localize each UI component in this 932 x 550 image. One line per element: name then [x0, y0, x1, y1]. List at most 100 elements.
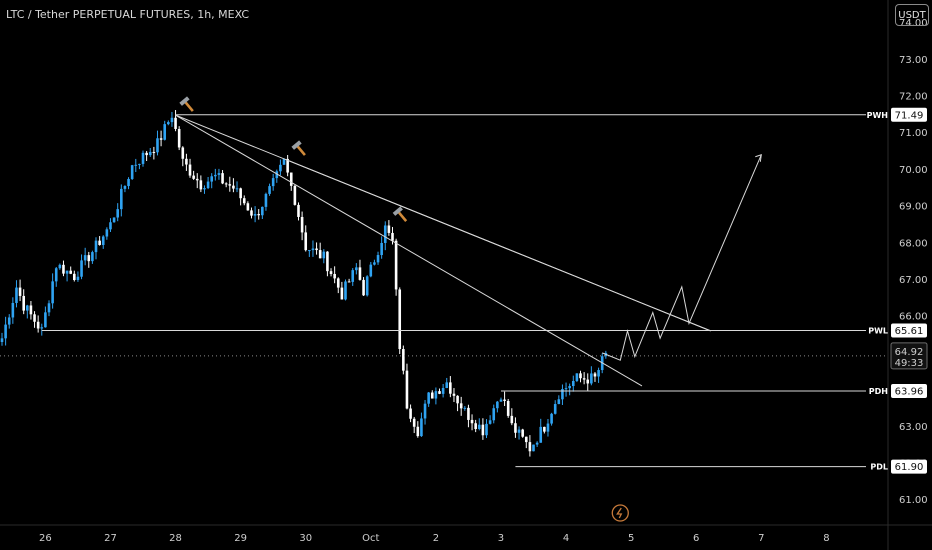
candle-body: [15, 287, 18, 303]
candle-body: [579, 373, 582, 379]
candle-body: [434, 391, 438, 399]
candle-body: [134, 164, 138, 166]
candle-body: [65, 270, 69, 274]
candle-body: [127, 178, 130, 187]
lightning-icon[interactable]: [611, 504, 629, 522]
candle-body: [568, 386, 571, 389]
candle-body: [409, 408, 412, 419]
projection-path[interactable]: [602, 154, 762, 361]
candle-body: [203, 188, 206, 190]
candle-body: [250, 210, 253, 216]
level-tag-pdh: PDH: [869, 387, 888, 396]
candle-body: [521, 429, 524, 437]
candle-body: [550, 413, 553, 424]
candle-body: [383, 225, 387, 243]
level-tag-pdl: PDL: [870, 463, 888, 472]
candle-body: [199, 180, 203, 190]
candle-body: [62, 264, 65, 274]
candle-body: [402, 349, 405, 371]
candle-body: [282, 158, 286, 165]
candle-body: [333, 273, 336, 279]
candle-body: [416, 426, 420, 437]
trendline[interactable]: [175, 114, 643, 387]
candle-body: [4, 324, 7, 339]
candle-body: [76, 276, 80, 280]
candle-body: [192, 175, 195, 179]
candle-body: [18, 287, 22, 296]
candle-body: [376, 255, 380, 263]
candle-body: [398, 289, 402, 350]
candle-body: [452, 393, 456, 396]
candle-body: [557, 399, 561, 405]
candle-body: [40, 327, 44, 329]
candle-body: [29, 305, 33, 315]
candle-body: [156, 138, 159, 153]
candle-body: [492, 408, 496, 421]
candle-body: [188, 164, 192, 176]
y-tick-label: 73.00: [899, 55, 928, 66]
x-tick-label: 8: [823, 533, 829, 544]
candle-body: [355, 267, 358, 271]
candle-body: [138, 163, 141, 165]
y-tick-label: 72.00: [899, 92, 928, 103]
candle-body: [54, 268, 58, 282]
candle-body: [506, 400, 510, 416]
candle-body: [405, 370, 409, 409]
candle-body: [351, 270, 355, 282]
level-tag-pwh: PWH: [867, 111, 888, 120]
x-tick-label: 5: [628, 533, 634, 544]
level-value-pdl: 61.90: [895, 462, 924, 473]
candle-body: [210, 176, 214, 182]
candle-body: [304, 232, 308, 251]
candle-body: [496, 401, 499, 409]
candle-body: [586, 379, 590, 384]
candle-body: [91, 252, 94, 262]
candle-body: [322, 251, 326, 259]
candle-body: [326, 251, 329, 272]
candle-body: [275, 171, 279, 179]
trendline[interactable]: [287, 159, 711, 332]
candle-body: [116, 209, 120, 218]
candle-body: [543, 426, 546, 432]
candle-body: [297, 204, 300, 217]
candle-body: [535, 442, 539, 445]
candle-body: [340, 287, 344, 300]
candle-body: [246, 203, 250, 211]
candle-body: [311, 248, 315, 251]
candle-body: [553, 404, 557, 414]
candle-body: [528, 442, 532, 452]
candle-body: [47, 303, 51, 313]
candle-body: [36, 321, 40, 329]
projection-arrowhead: [755, 154, 762, 162]
candle-body: [575, 373, 579, 381]
candle-body: [239, 188, 242, 199]
candle-body: [412, 418, 416, 427]
candle-body: [98, 240, 101, 245]
currency-selector[interactable]: USDT: [895, 4, 929, 26]
candle-body: [167, 122, 170, 125]
current-price-badge: [890, 342, 928, 370]
candle-body: [329, 271, 333, 274]
candle-body: [271, 178, 275, 187]
x-tick-label: 7: [758, 533, 764, 544]
level-value-pwh: 71.49: [895, 110, 924, 121]
candle-body: [315, 248, 318, 251]
candle-body: [571, 380, 575, 387]
candle-body: [336, 278, 340, 288]
candle-body: [394, 240, 398, 290]
candle-body: [94, 240, 98, 253]
candle-body: [148, 151, 152, 156]
candle-body: [87, 255, 91, 262]
x-tick-label: Oct: [362, 533, 379, 544]
candle-body: [546, 423, 550, 432]
candle-body: [449, 382, 452, 394]
candle-body: [268, 186, 271, 194]
candle-body: [380, 242, 383, 256]
candle-body: [420, 418, 423, 437]
candle-body: [105, 229, 109, 237]
candle-body: [477, 424, 481, 430]
y-tick-label: 61.00: [899, 495, 928, 506]
candle-body: [344, 281, 347, 300]
